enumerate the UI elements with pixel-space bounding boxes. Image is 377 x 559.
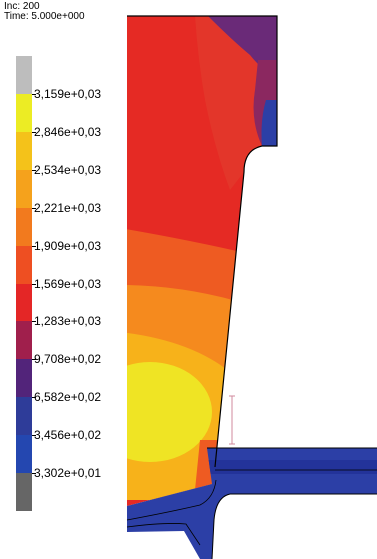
- contour-yellow: [88, 362, 212, 462]
- dimension-marker: [229, 396, 235, 444]
- billet-region: [88, 10, 290, 510]
